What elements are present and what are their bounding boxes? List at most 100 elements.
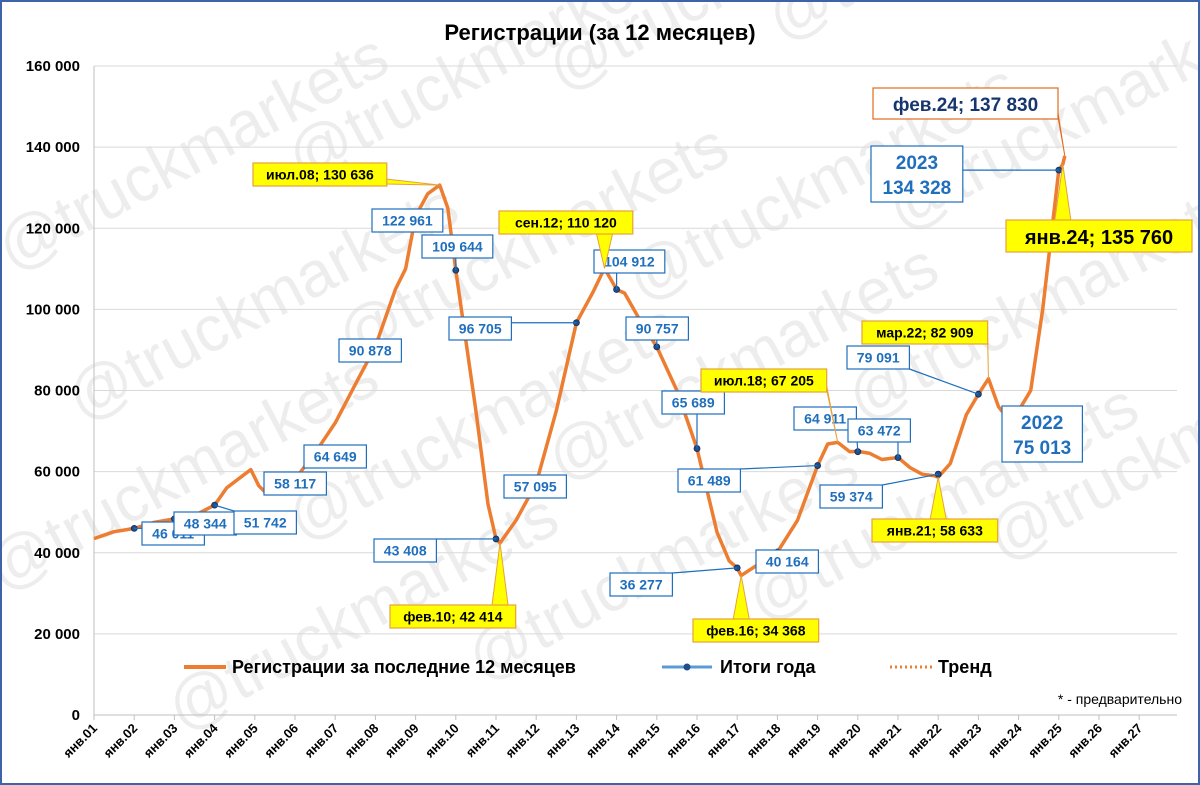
x-tick-label: янв.02 bbox=[100, 721, 140, 761]
blue-label-box bbox=[448, 316, 513, 341]
callout-pointer bbox=[672, 567, 738, 574]
y-axis: 0 20 000 40 000 60 000 80 000 100 000 120 000 1… bbox=[26, 58, 80, 724]
callout-pointer bbox=[882, 473, 939, 486]
y-tick-label: 40 000 bbox=[34, 545, 80, 562]
data-label: 122 961 bbox=[382, 213, 433, 229]
data-label: 109 644 bbox=[432, 239, 483, 255]
blue-label-box bbox=[677, 468, 742, 493]
callout-pointer bbox=[740, 464, 818, 470]
blue-label-box bbox=[1001, 405, 1084, 463]
data-label: июл.18; 67 205 bbox=[714, 373, 814, 389]
data-label: июл.08; 130 636 bbox=[266, 167, 374, 183]
yellow-label-box bbox=[252, 162, 388, 187]
blue-label-box bbox=[303, 444, 368, 469]
blue-label-box bbox=[755, 549, 820, 574]
blue-label-box bbox=[338, 338, 403, 363]
data-label: 63 472 bbox=[858, 423, 901, 439]
yellow-label-box bbox=[861, 320, 989, 345]
data-label: 43 408 bbox=[384, 543, 427, 559]
data-label: 75 013 bbox=[1013, 438, 1071, 459]
legend-label: Итоги года bbox=[720, 657, 817, 677]
blue-label-box bbox=[373, 538, 438, 563]
yellow-label-box bbox=[700, 368, 828, 393]
x-tick-label: янв.19 bbox=[784, 721, 824, 761]
yellow-label-box bbox=[871, 518, 999, 543]
legend-label: Тренд bbox=[938, 657, 992, 677]
data-label: 90 878 bbox=[349, 343, 392, 359]
data-label: 2022 bbox=[1021, 413, 1063, 434]
y-tick-label: 0 bbox=[72, 707, 80, 724]
blue-label-box bbox=[233, 510, 298, 535]
data-label: 58 117 bbox=[274, 476, 316, 492]
y-tick-label: 20 000 bbox=[34, 626, 80, 643]
blue-label-box bbox=[870, 145, 964, 203]
data-label: 2023 bbox=[896, 153, 938, 174]
yellow-label-box bbox=[692, 618, 820, 643]
blue-label-box bbox=[661, 390, 726, 415]
x-tick-label: янв.25 bbox=[1025, 721, 1065, 761]
data-label: 48 344 bbox=[184, 516, 227, 532]
blue-label-box bbox=[263, 471, 328, 496]
grid-layer bbox=[93, 65, 1177, 716]
legend-swatch-marker bbox=[683, 663, 691, 671]
preliminary-note: * - предварительно bbox=[1058, 691, 1182, 707]
yellow-label-box bbox=[498, 210, 634, 235]
x-tick-label: янв.05 bbox=[221, 721, 261, 761]
data-label: 65 689 bbox=[672, 395, 715, 411]
blue-label-box bbox=[625, 316, 690, 341]
x-tick-label: янв.22 bbox=[904, 721, 944, 761]
blue-label-box bbox=[421, 234, 494, 259]
data-label: 59 374 bbox=[830, 489, 873, 505]
chart-title: Регистрации (за 12 месяцев) bbox=[444, 20, 755, 45]
data-label: 64 649 bbox=[314, 449, 357, 465]
y-tick-label: 160 000 bbox=[26, 58, 80, 75]
legend: Регистрации за последние 12 месяцев Итоги… bbox=[184, 657, 992, 677]
x-tick-label: янв.18 bbox=[744, 721, 784, 761]
blue-label-box bbox=[846, 345, 911, 370]
y-tick-label: 60 000 bbox=[34, 464, 80, 481]
data-label: 90 757 bbox=[636, 321, 679, 337]
x-tick-label: янв.07 bbox=[301, 721, 341, 761]
data-label: фев.24; 137 830 bbox=[893, 95, 1038, 116]
x-tick-label: янв.12 bbox=[502, 721, 542, 761]
data-label: 57 095 bbox=[514, 479, 557, 495]
data-label: фев.10; 42 414 bbox=[403, 609, 503, 625]
blue-label-box bbox=[503, 474, 568, 499]
x-tick-label: янв.10 bbox=[422, 721, 462, 761]
data-label: 51 742 bbox=[244, 515, 287, 531]
x-tick-label: янв.09 bbox=[382, 721, 422, 761]
x-tick-label: янв.01 bbox=[60, 721, 100, 761]
blue-label-box bbox=[371, 208, 444, 233]
data-label: фев.16; 34 368 bbox=[706, 623, 806, 639]
callout-pointer bbox=[214, 504, 235, 512]
data-label: 40 164 bbox=[766, 554, 809, 570]
legend-label: Регистрации за последние 12 месяцев bbox=[232, 657, 576, 677]
x-tick-label: янв.21 bbox=[864, 721, 904, 761]
y-tick-label: 80 000 bbox=[34, 383, 80, 400]
data-label: 61 489 bbox=[688, 473, 731, 489]
x-tick-label: янв.06 bbox=[261, 721, 301, 761]
x-tick-label: янв.23 bbox=[945, 721, 985, 761]
x-tick-label: янв.08 bbox=[342, 721, 382, 761]
data-label: мар.22; 82 909 bbox=[876, 325, 974, 341]
data-label: янв.21; 58 633 bbox=[887, 523, 983, 539]
data-label: сен.12; 110 120 bbox=[515, 215, 617, 231]
yellow-label-box bbox=[389, 604, 517, 629]
x-tick-label: янв.26 bbox=[1065, 721, 1105, 761]
data-label: 104 912 bbox=[604, 254, 655, 270]
blue-label-box bbox=[593, 249, 666, 274]
x-tick-label: янв.03 bbox=[141, 721, 181, 761]
watermark-text: @truckmarkets bbox=[755, 2, 1170, 54]
blue-label-box bbox=[819, 484, 884, 509]
x-tick-label: янв.24 bbox=[985, 720, 1025, 760]
y-tick-label: 120 000 bbox=[26, 220, 80, 237]
blue-label-box bbox=[847, 418, 912, 443]
data-label: 36 277 bbox=[620, 577, 663, 593]
x-tick-label: янв.13 bbox=[543, 721, 583, 761]
white-label-box bbox=[872, 87, 1059, 120]
data-label: янв.24; 135 760 bbox=[1024, 227, 1173, 249]
yellow-label-box bbox=[1005, 219, 1193, 253]
x-tick-label: янв.17 bbox=[703, 721, 743, 761]
